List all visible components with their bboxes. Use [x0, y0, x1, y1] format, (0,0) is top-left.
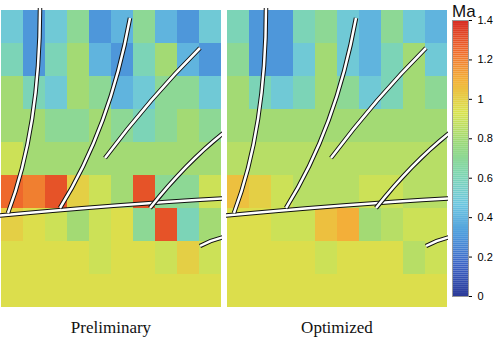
svg-text:1: 1 [478, 93, 484, 105]
svg-text:0.6: 0.6 [478, 172, 493, 184]
svg-text:0.8: 0.8 [478, 132, 493, 144]
svg-text:1.4: 1.4 [478, 14, 493, 26]
html-text:Preliminary: Preliminary [70, 318, 152, 337]
html-text:Optimized: Optimized [301, 318, 373, 337]
svg-text:0: 0 [478, 290, 484, 302]
svg-text:0.2: 0.2 [478, 251, 493, 263]
svg-text:1.2: 1.2 [478, 53, 493, 65]
svg-text:0.4: 0.4 [478, 211, 493, 223]
html-text:Ma: Ma [452, 2, 476, 21]
